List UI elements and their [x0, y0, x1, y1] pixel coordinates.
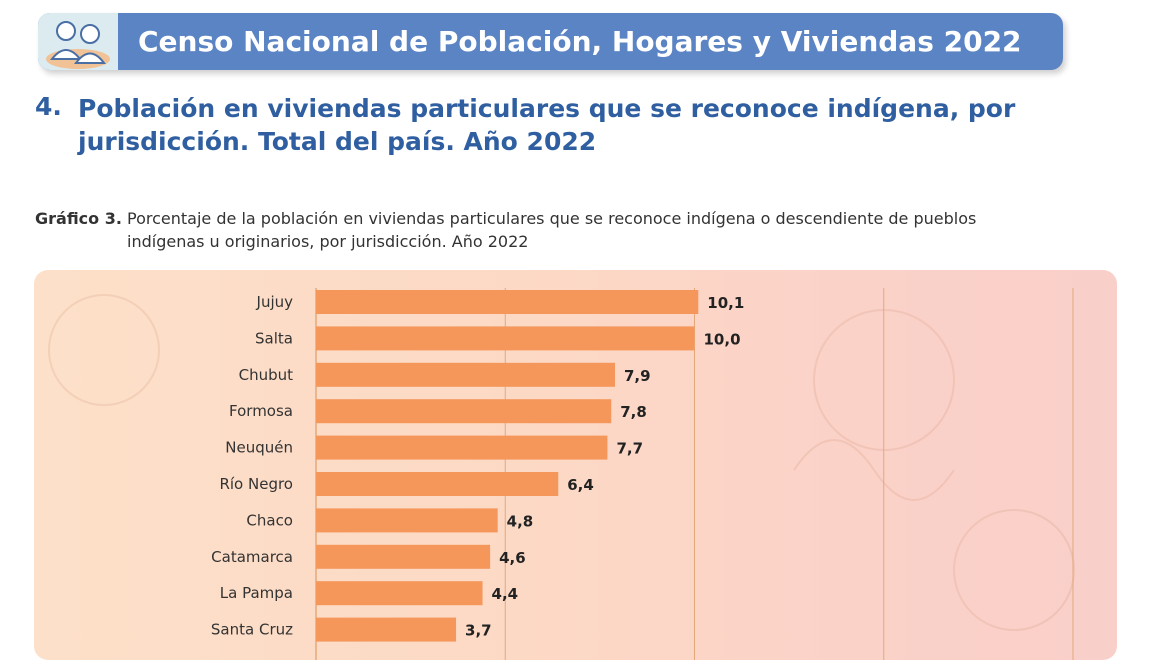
bar [316, 581, 483, 606]
category-label: Santa Cruz [211, 621, 293, 639]
bar-chart: Jujuy 10,1 Salta 10,0 Chubut 7,9 Formosa 7,8 Neu… [48, 288, 1075, 660]
caption-text-line1: Porcentaje de la población en viviendas … [127, 209, 977, 228]
category-label: Jujuy [256, 293, 294, 311]
bar [316, 617, 457, 642]
section-number: 4. [35, 92, 62, 121]
value-label: 10,0 [704, 330, 741, 348]
caption-label: Gráfico 3. [35, 209, 122, 228]
category-label: Chaco [246, 511, 293, 529]
category-label: Salta [255, 329, 293, 347]
value-label: 7,9 [624, 367, 651, 385]
value-label: 3,7 [465, 622, 492, 640]
category-label: Río Negro [219, 475, 293, 493]
value-label: 4,8 [507, 512, 534, 530]
chart-caption: Gráfico 3. Porcentaje de la población en… [35, 207, 1125, 253]
category-label: Catamarca [211, 548, 293, 566]
bar [316, 290, 699, 314]
bar [316, 472, 559, 496]
bar [316, 544, 491, 569]
chart-panel: Jujuy 10,1 Salta 10,0 Chubut 7,9 Formosa 7,8 Neu… [34, 270, 1117, 660]
bar [316, 435, 608, 460]
value-label: 7,7 [616, 440, 643, 458]
category-label: La Pampa [220, 584, 293, 602]
caption-text-line2: indígenas u originarios, por jurisdicció… [127, 232, 529, 251]
value-label: 7,8 [620, 403, 647, 421]
bars [316, 290, 699, 642]
section-title: Población en viviendas particulares que … [78, 94, 1016, 156]
header-banner: Censo Nacional de Población, Hogares y V… [38, 13, 1063, 70]
value-label: 6,4 [567, 476, 594, 494]
category-label: Chubut [239, 366, 294, 384]
bar [316, 326, 695, 351]
header-title: Censo Nacional de Población, Hogares y V… [138, 25, 1022, 58]
category-label: Formosa [229, 402, 293, 420]
bar [316, 399, 612, 424]
census-logo-icon [38, 13, 118, 70]
value-label: 4,4 [492, 585, 519, 603]
value-label: 10,1 [707, 294, 744, 312]
category-label: Neuquén [225, 439, 293, 457]
bar [316, 362, 616, 387]
bar [316, 508, 498, 533]
labels: Jujuy 10,1 Salta 10,0 Chubut 7,9 Formosa 7,8 Neu… [211, 293, 744, 640]
value-label: 4,6 [499, 549, 526, 567]
